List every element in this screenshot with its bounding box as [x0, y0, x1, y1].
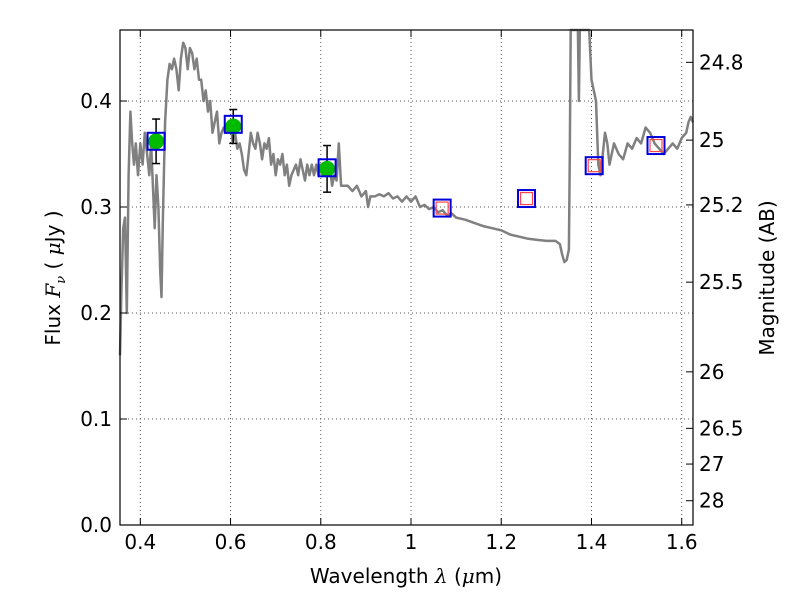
y-axis-title: Flux Fν ( μJy )	[41, 210, 69, 345]
grid	[120, 30, 693, 526]
observed-marker	[148, 133, 165, 150]
model-box-marker	[223, 114, 243, 134]
y2-tick-label: 25	[699, 128, 724, 152]
model-inner-marker	[649, 138, 663, 153]
y-tick-label: 0.0	[80, 513, 112, 537]
model-point	[223, 114, 243, 134]
model-point	[317, 158, 337, 178]
model-point	[146, 131, 166, 151]
plot-frame	[119, 29, 694, 526]
y-tick-label: 0.2	[80, 301, 112, 325]
marker-layer	[146, 108, 666, 218]
observed-point	[225, 108, 242, 145]
y2-tick-label: 27	[699, 452, 724, 476]
model-inner-marker	[519, 191, 534, 206]
y-tick-label: 0.1	[80, 407, 112, 431]
observed-point	[319, 144, 336, 193]
model-box-marker	[584, 156, 604, 176]
observed-marker	[319, 160, 336, 177]
y-tick-label: 0.4	[80, 89, 112, 113]
model-point	[646, 136, 666, 156]
y2-tick-label: 26.5	[699, 416, 744, 440]
x-axis-title: Wavelength λ (μm)	[310, 564, 502, 588]
x-tick-label: 1.2	[485, 530, 517, 554]
model-inner-marker	[435, 201, 449, 215]
y2-tick-label: 26	[699, 360, 724, 384]
x-tick-label: 0.6	[215, 530, 247, 554]
model-point	[432, 198, 452, 218]
spectrum-layer	[118, 28, 695, 356]
model-box-marker	[517, 189, 537, 209]
y2-tick-label: 25.2	[699, 193, 744, 217]
x-tick-label: 1	[405, 530, 418, 554]
model-inner-marker	[587, 159, 601, 173]
spectrum-line	[118, 28, 695, 356]
observed-point	[148, 118, 165, 165]
ticks: 0.4 0.6 0.8 1 1.2 1.4 1.6 0.0 0.1 0.2 0.3 0.4 24.8 25…	[80, 30, 744, 554]
y2-tick-label: 28	[699, 489, 724, 513]
x-tick-label: 1.6	[666, 530, 698, 554]
observed-marker	[225, 118, 242, 135]
model-point	[584, 156, 604, 176]
x-tick-label: 1.4	[576, 530, 608, 554]
model-box-marker	[146, 131, 166, 151]
x-tick-label: 0.8	[305, 530, 337, 554]
model-box-marker	[317, 158, 337, 178]
x-tick-label: 0.4	[124, 530, 156, 554]
y2-tick-label: 25.5	[699, 270, 744, 294]
y-tick-label: 0.3	[80, 195, 112, 219]
y2-tick-label: 24.8	[699, 50, 744, 74]
model-point	[517, 189, 537, 209]
y2-axis-title: Magnitude (AB)	[755, 200, 779, 355]
model-box-marker	[432, 198, 452, 218]
model-box-marker	[646, 136, 666, 156]
